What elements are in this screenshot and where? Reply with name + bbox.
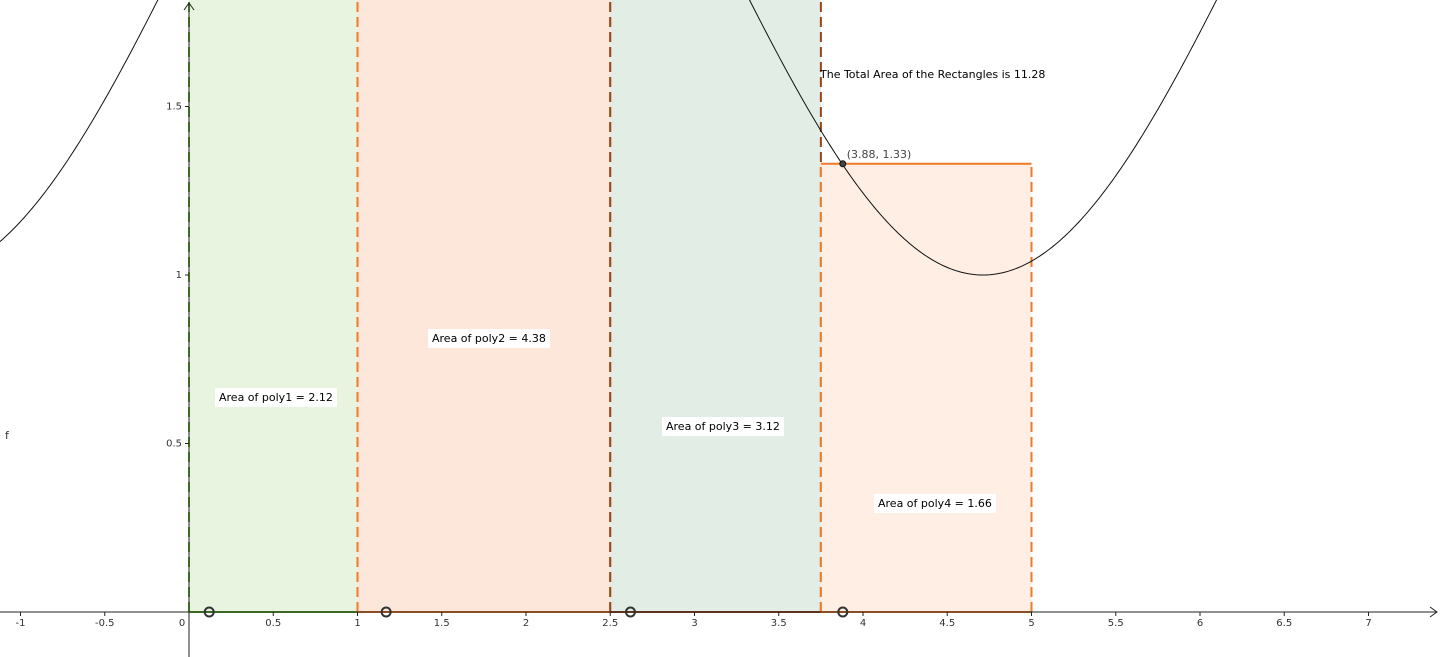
function-curve-layer: f xyxy=(0,0,1440,442)
total-area-text: The Total Area of the Rectangles is 11.2… xyxy=(820,68,1046,81)
area-label-poly3: Area of poly3 = 3.12 xyxy=(662,417,784,436)
x-tick-label: -0.5 xyxy=(95,618,115,629)
rectangles-layer xyxy=(188,0,1033,613)
x-tick-label: 5.5 xyxy=(1108,618,1124,629)
base-point[interactable] xyxy=(837,606,849,618)
area-label-poly4: Area of poly4 = 1.66 xyxy=(874,494,996,513)
y-axis-arrow-icon xyxy=(183,2,195,11)
y-tick-label: 1 xyxy=(176,270,182,281)
y-tick-label: 0.5 xyxy=(166,439,182,450)
x-tick-label: 0.5 xyxy=(265,618,281,629)
points-layer: (0.12, 2.12)(1.17, 2.92)(2.62, 2.5)(3.88… xyxy=(203,148,912,618)
base-point[interactable] xyxy=(624,606,636,618)
curve-point[interactable] xyxy=(839,160,847,168)
rectangle-poly1[interactable] xyxy=(189,0,358,612)
area-label-poly2: Area of poly2 = 4.38 xyxy=(428,329,550,348)
x-tick-label: 2 xyxy=(523,618,529,629)
area-label-poly1: Area of poly1 = 2.12 xyxy=(215,388,337,407)
x-tick-label: 6 xyxy=(1197,618,1203,629)
x-tick-label: 6.5 xyxy=(1276,618,1292,629)
rectangle-poly3[interactable] xyxy=(610,0,821,612)
rectangle-poly2[interactable] xyxy=(357,0,611,613)
base-point[interactable] xyxy=(380,606,392,618)
x-tick-label: 4 xyxy=(860,618,866,629)
x-tick-label: 3.5 xyxy=(771,618,787,629)
base-point[interactable] xyxy=(203,606,215,618)
x-tick-label: 7 xyxy=(1365,618,1371,629)
x-axis-arrow-icon xyxy=(1429,606,1438,618)
function-label: f xyxy=(5,429,10,442)
x-tick-label: 3 xyxy=(691,618,697,629)
x-tick-label: 4.5 xyxy=(939,618,955,629)
x-tick-label: 5 xyxy=(1028,618,1034,629)
y-tick-label: 1.5 xyxy=(166,102,182,113)
x-tick-label: 2.5 xyxy=(602,618,618,629)
x-tick-label: 1 xyxy=(354,618,360,629)
x-tick-label: 0 xyxy=(179,618,185,629)
x-tick-label: -1 xyxy=(16,618,26,629)
x-tick-label: 1.5 xyxy=(434,618,450,629)
rectangle-poly4[interactable] xyxy=(820,163,1032,613)
point-coordinate-label: (3.88, 1.33) xyxy=(847,148,912,161)
function-curve[interactable] xyxy=(0,0,1440,276)
